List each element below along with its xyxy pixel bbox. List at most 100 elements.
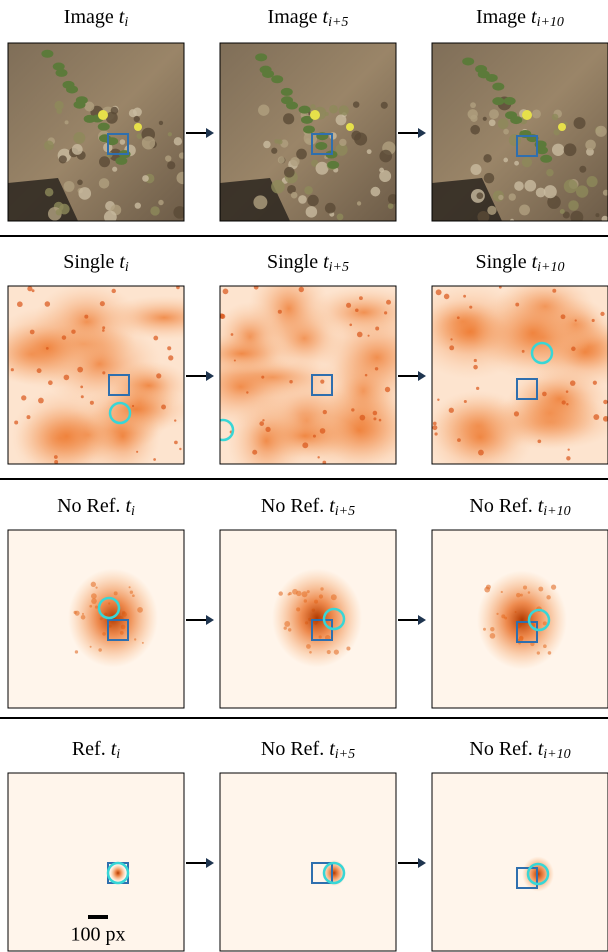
heat-spot xyxy=(375,327,379,331)
debris xyxy=(129,109,137,117)
heat-spot xyxy=(570,380,576,386)
debris xyxy=(339,105,349,115)
panel xyxy=(432,773,608,951)
heat-spot xyxy=(231,333,234,336)
heat-spot xyxy=(360,415,366,421)
title-sub: i xyxy=(124,15,128,30)
debris xyxy=(522,157,532,167)
arrow-head xyxy=(418,858,426,868)
debris xyxy=(253,195,267,209)
debris xyxy=(487,206,496,215)
leaf xyxy=(115,157,127,165)
title-label: No Ref. xyxy=(57,495,120,517)
heat-spot xyxy=(457,316,460,319)
heat-spot xyxy=(112,289,116,293)
title-sub: i+10 xyxy=(543,504,570,519)
heat-spot xyxy=(320,380,324,384)
heat-spot xyxy=(102,371,105,374)
debris xyxy=(553,129,559,135)
heat-spot xyxy=(100,301,105,306)
debris xyxy=(310,104,315,109)
leaf xyxy=(74,101,86,109)
debris xyxy=(329,105,338,114)
leaf xyxy=(255,53,267,61)
title-sub: i+10 xyxy=(537,15,564,30)
heat-spot xyxy=(373,417,376,420)
debris xyxy=(120,139,126,145)
debris xyxy=(263,141,270,148)
heat-spot xyxy=(168,355,173,360)
panel-title: No Ref. ti+10 xyxy=(469,738,570,763)
arrow-head xyxy=(418,371,426,381)
scale-bar-label: 100 px xyxy=(71,924,126,946)
debris xyxy=(546,169,553,176)
debris xyxy=(560,209,565,214)
debris xyxy=(585,140,596,151)
heat-spot xyxy=(522,350,525,353)
flower xyxy=(98,110,108,120)
heat-spot xyxy=(32,289,35,292)
title-sub: i+5 xyxy=(329,260,349,275)
heat-area xyxy=(474,285,591,381)
debris xyxy=(59,155,67,163)
heat-spot xyxy=(234,359,236,361)
heat-spot xyxy=(566,390,569,393)
title-label: No Ref. xyxy=(469,495,532,517)
heat-spot xyxy=(568,448,570,450)
title-label: No Ref. xyxy=(261,495,324,517)
flower xyxy=(522,110,532,120)
debris xyxy=(325,203,336,214)
panel-title: Single ti+5 xyxy=(267,251,349,276)
heat-spot xyxy=(444,294,450,300)
panel xyxy=(0,283,227,485)
heat-spot xyxy=(136,451,138,453)
leaf xyxy=(303,126,315,134)
heat-spot xyxy=(156,373,161,378)
leaf xyxy=(462,57,474,65)
debris xyxy=(56,108,62,114)
panel-title: Single ti+10 xyxy=(475,251,564,276)
debris xyxy=(470,164,481,175)
arrow-head xyxy=(206,615,214,625)
heat-spot xyxy=(359,296,363,300)
heat-spot xyxy=(11,368,14,371)
panel-title: Single ti xyxy=(63,251,129,276)
panel-title: Image ti xyxy=(64,6,129,31)
title-sub: i+5 xyxy=(328,15,348,30)
heatmap xyxy=(220,773,396,951)
debris xyxy=(514,161,519,166)
heat-spot xyxy=(515,303,519,307)
heat-spot xyxy=(469,306,472,309)
leaf xyxy=(281,88,293,96)
arrow-head xyxy=(206,371,214,381)
debris xyxy=(174,137,182,145)
debris xyxy=(468,109,478,119)
debris xyxy=(111,107,119,115)
heat-spot xyxy=(571,347,576,352)
heat-spot xyxy=(478,450,484,456)
debris xyxy=(72,144,83,155)
heat-spot xyxy=(223,289,229,295)
debris xyxy=(524,180,536,192)
debris xyxy=(59,204,70,215)
heat-spot xyxy=(132,405,134,407)
heat-spot xyxy=(302,442,308,448)
heat-spot xyxy=(384,311,387,314)
title-sub: i+5 xyxy=(335,504,355,519)
heat-area xyxy=(318,310,436,405)
title-sub: i xyxy=(131,504,135,519)
heat-spot xyxy=(153,336,158,341)
debris xyxy=(77,180,83,186)
flower xyxy=(310,110,320,120)
heat-spot xyxy=(38,398,44,404)
debris xyxy=(316,162,329,175)
heat-spot xyxy=(48,380,53,385)
title-label: No Ref. xyxy=(469,738,532,760)
title-label: Image xyxy=(64,6,114,28)
heat-spot xyxy=(561,314,566,319)
debris xyxy=(99,178,109,188)
heat-spot xyxy=(102,326,105,329)
title-label: Image xyxy=(268,6,318,28)
debris xyxy=(65,120,69,124)
figure: Image tiImage ti+5Image ti+10Single tiSi… xyxy=(0,0,608,952)
